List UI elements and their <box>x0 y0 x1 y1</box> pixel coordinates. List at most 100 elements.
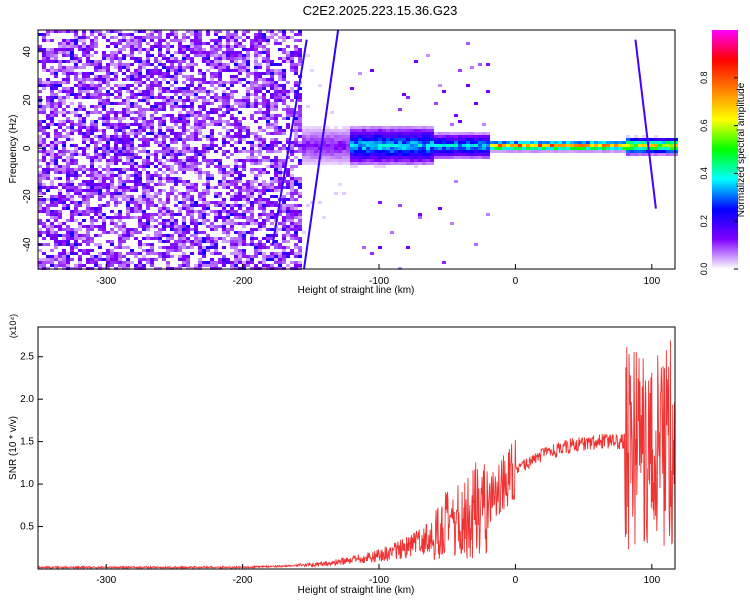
spectrogram-cell <box>134 39 138 42</box>
snr-y-tick-label: 1.0 <box>20 479 34 490</box>
spectrogram-cell <box>86 243 90 246</box>
spectrogram-cell <box>82 126 86 129</box>
spectrogram-cell <box>94 159 98 162</box>
spectrogram-cell <box>166 36 170 39</box>
spectrogram-cell <box>282 72 286 75</box>
spectrogram-cell <box>38 141 42 144</box>
spectrogram-cell <box>290 261 294 264</box>
spectrogram-cell <box>634 147 638 150</box>
spectrogram-cell <box>446 147 450 150</box>
spectrogram-cell <box>170 57 174 60</box>
spectrogram-cell <box>250 183 254 186</box>
spectrogram-cell <box>146 102 150 105</box>
spectrogram-cell <box>98 87 102 90</box>
spectrogram-cell <box>254 54 258 57</box>
spectrogram-cell <box>314 159 318 162</box>
spectrogram-cell <box>182 180 186 183</box>
spectrogram-cell <box>186 30 190 33</box>
spectrogram-cell <box>162 90 166 93</box>
spectrogram-cell <box>138 45 142 48</box>
spectrogram-cell <box>170 90 174 93</box>
spectrogram-cell <box>246 183 250 186</box>
spectrogram-cell <box>170 60 174 63</box>
spectrogram-cell <box>38 201 42 204</box>
spectrogram-cell <box>94 177 98 180</box>
spectrogram-cell <box>254 177 258 180</box>
spectrogram-cell <box>94 108 98 111</box>
spectrogram-cell <box>66 117 70 120</box>
spectrogram-cell <box>390 144 394 147</box>
spectrogram-cell <box>166 213 170 216</box>
spectrogram-cell <box>102 177 106 180</box>
spectrogram-cell <box>82 42 86 45</box>
spectrogram-cell <box>122 114 126 117</box>
spectrogram-cell <box>82 180 86 183</box>
spectrogram-cell <box>210 96 214 99</box>
spectrogram-cell <box>270 78 274 81</box>
spectrogram-cell <box>254 42 258 45</box>
spectrogram-cell <box>50 30 54 33</box>
spectrogram-cell <box>222 153 226 156</box>
spectrogram-cell <box>38 258 42 261</box>
spectrogram-cell <box>118 51 122 54</box>
spectrogram-cell <box>238 123 242 126</box>
spectrogram-cell <box>158 105 162 108</box>
spectrogram-cell <box>98 252 102 255</box>
spectrogram-cell <box>198 264 202 267</box>
spectrogram-cell <box>234 33 238 36</box>
spectrogram-cell <box>242 210 246 213</box>
spectrogram-cell <box>286 219 290 222</box>
spectrogram-cell <box>198 210 202 213</box>
spectrogram-cell <box>318 147 322 150</box>
spectrogram-cell <box>282 201 286 204</box>
spectrogram-cell <box>274 63 278 66</box>
spectrogram-cell <box>150 45 154 48</box>
spectrogram-cell <box>258 150 262 153</box>
spectrogram-cell <box>442 135 446 138</box>
spectrogram-cell <box>86 114 90 117</box>
spectrogram-cell <box>206 159 210 162</box>
spectrogram-cell <box>98 234 102 237</box>
spectrogram-cell <box>126 216 130 219</box>
spectrogram-cell <box>186 117 190 120</box>
spectrogram-cell <box>242 84 246 87</box>
spectrogram-cell <box>178 228 182 231</box>
spectrogram-cell <box>450 123 454 126</box>
spectrogram-cell <box>426 159 430 162</box>
spectrogram-cell <box>290 63 294 66</box>
spectrogram-cell <box>118 123 122 126</box>
spectrogram-cell <box>382 129 386 132</box>
spectrogram-cell <box>550 147 554 150</box>
spectrogram-cell <box>78 105 82 108</box>
spectrogram-cell <box>282 255 286 258</box>
spectrogram-cell <box>150 246 154 249</box>
spectrogram-cell <box>166 126 170 129</box>
spectrogram-cell <box>98 165 102 168</box>
spectrogram-cell <box>114 78 118 81</box>
spectrogram-cell <box>86 144 90 147</box>
spectrogram-cell <box>50 162 54 165</box>
spectrogram-cell <box>222 219 226 222</box>
spectrogram-cell <box>118 33 122 36</box>
spectrogram-cell <box>66 105 70 108</box>
spectrogram-cell <box>122 255 126 258</box>
spectrogram-cell <box>282 222 286 225</box>
snr-y-tick-label: 2.5 <box>20 352 34 363</box>
spectrogram-cell <box>146 198 150 201</box>
spectrogram-cell <box>94 141 98 144</box>
spectrogram-cell <box>106 78 110 81</box>
spectrogram-cell <box>406 162 410 165</box>
spectrogram-cell <box>246 201 250 204</box>
spectrogram-cell <box>278 99 282 102</box>
spectrogram-cell <box>130 111 134 114</box>
spectrogram-cell <box>70 156 74 159</box>
spectrogram-cell <box>58 210 62 213</box>
spectrogram-cell <box>62 129 66 132</box>
spectrogram-cell <box>90 165 94 168</box>
spectrogram-cell <box>154 213 158 216</box>
spectrogram-cell <box>126 87 130 90</box>
spectrogram-cell <box>278 126 282 129</box>
spectrogram-cell <box>326 129 330 132</box>
spectrogram-cell <box>110 123 114 126</box>
spectrogram-cell <box>334 126 338 129</box>
